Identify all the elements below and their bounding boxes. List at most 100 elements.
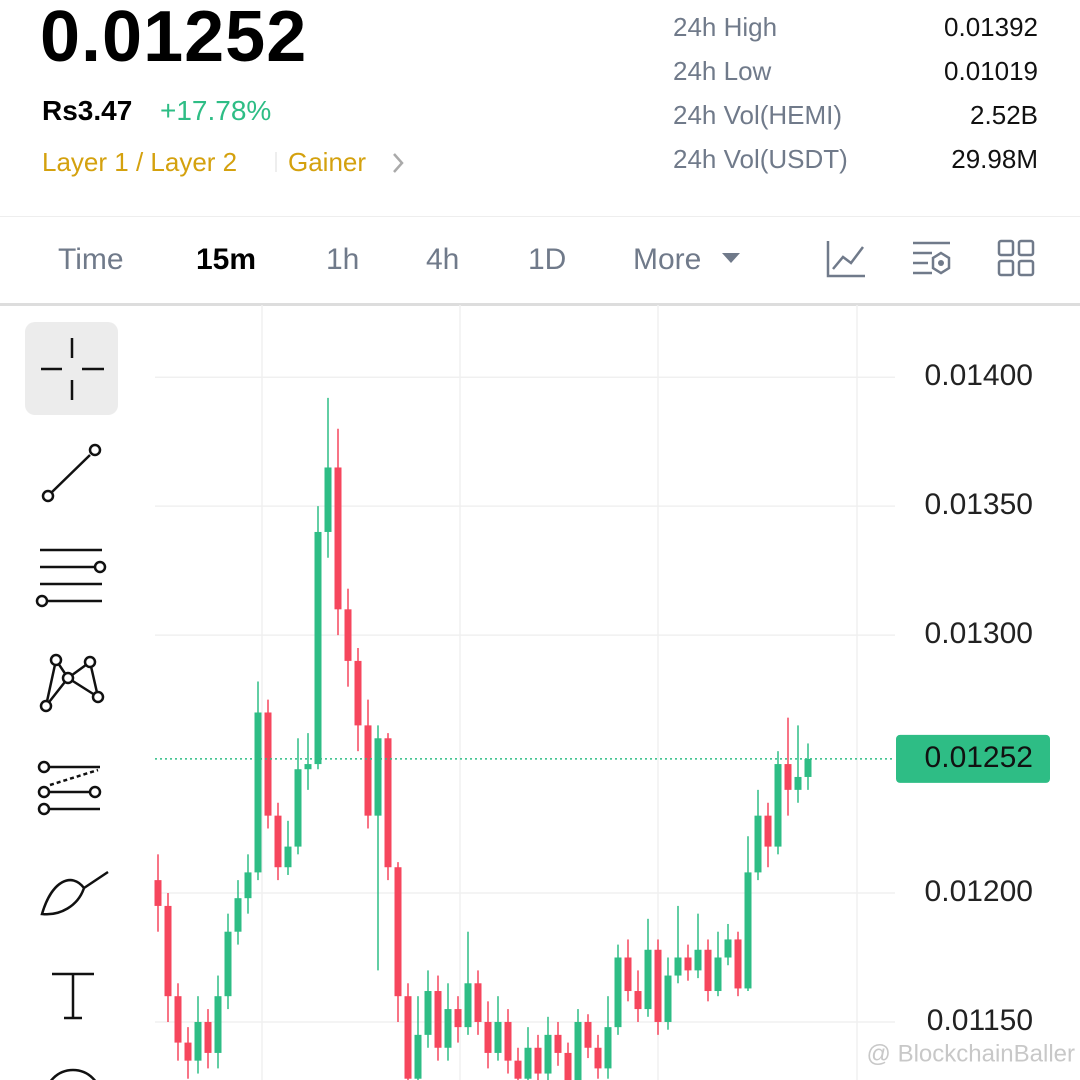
candle-body xyxy=(424,991,432,1035)
candle-body xyxy=(584,1021,592,1048)
candle-body xyxy=(174,996,182,1043)
stat-label: 24h Low xyxy=(673,56,772,86)
fiat-price: Rs3.47 xyxy=(42,95,133,126)
y-tick-label: 0.01400 xyxy=(925,359,1033,392)
candle-body xyxy=(474,983,482,1022)
candle-body xyxy=(224,931,232,997)
candle-body xyxy=(784,764,792,790)
candle-body xyxy=(354,660,362,726)
settings-icon[interactable] xyxy=(910,239,954,279)
candle-body xyxy=(284,846,292,868)
line-tool[interactable] xyxy=(41,443,102,503)
candle-body xyxy=(444,1009,452,1048)
last-price-label: 0.01252 xyxy=(925,741,1033,774)
price: 0.01252 xyxy=(40,0,308,77)
more-tool[interactable] xyxy=(45,1068,101,1080)
candle-body xyxy=(384,738,392,868)
stat-value: 2.52B xyxy=(970,100,1038,130)
candle-body xyxy=(704,949,712,992)
candle-body xyxy=(744,872,752,989)
tab[interactable]: 4h xyxy=(426,243,460,276)
pattern-tool[interactable] xyxy=(39,653,105,713)
candle-body xyxy=(314,531,322,765)
stat-value: 0.01392 xyxy=(944,12,1038,42)
fib-tool[interactable] xyxy=(37,760,102,816)
candle-body xyxy=(484,1021,492,1053)
tab[interactable]: 15m xyxy=(196,243,257,276)
y-tick-label: 0.01350 xyxy=(925,488,1033,521)
tab[interactable]: Time xyxy=(58,243,124,276)
stat-value: 0.01019 xyxy=(944,56,1038,86)
candle-body xyxy=(754,815,762,873)
candle-body xyxy=(414,1034,422,1079)
candle-body xyxy=(264,712,272,816)
tool-active-bg xyxy=(25,322,118,415)
candle-body xyxy=(164,905,172,997)
candle-body xyxy=(324,467,332,532)
candle-body xyxy=(594,1047,602,1069)
candle-body xyxy=(664,975,672,1022)
candle-body xyxy=(234,898,242,932)
candle-body xyxy=(454,1009,462,1028)
candle-body xyxy=(544,1034,552,1074)
vertical-grid xyxy=(261,305,858,1080)
candle-body xyxy=(204,1021,212,1053)
candle-body xyxy=(564,1052,572,1080)
candle-body xyxy=(374,738,382,816)
tab-bar: Time 15m 1h 4h 1D More xyxy=(0,216,1080,306)
candle-body xyxy=(334,467,342,610)
y-tick-label: 0.01300 xyxy=(925,617,1033,650)
candle-body xyxy=(254,712,262,873)
candle-body xyxy=(404,996,412,1079)
candle-body xyxy=(504,1021,512,1061)
candle-body xyxy=(214,996,222,1053)
candle-body xyxy=(244,872,252,899)
candle-body xyxy=(554,1034,562,1053)
chevron[interactable] xyxy=(390,150,406,176)
candle-body xyxy=(494,1021,502,1053)
indicator-icon[interactable] xyxy=(825,239,867,279)
candle-body xyxy=(764,815,772,847)
candle-body xyxy=(434,991,442,1048)
candle-body xyxy=(614,957,622,1028)
candle-body xyxy=(524,1047,532,1079)
stat-label: 24h Vol(HEMI) xyxy=(673,100,843,130)
candle-body xyxy=(294,769,302,847)
stat-value: 29.98M xyxy=(951,144,1038,174)
layout-icon[interactable] xyxy=(997,239,1037,279)
candle-body xyxy=(514,1060,522,1079)
candle-body xyxy=(654,949,662,1022)
candle-body xyxy=(734,939,742,989)
tag[interactable]: Gainer xyxy=(288,147,367,177)
candle-body xyxy=(464,983,472,1028)
dropdown-arrow[interactable] xyxy=(720,251,742,267)
candle-body xyxy=(674,957,682,976)
candle-body xyxy=(714,957,722,992)
tab[interactable]: 1D xyxy=(528,243,567,276)
change: +17.78% xyxy=(160,95,272,126)
tab[interactable]: More xyxy=(633,243,702,276)
candle-body xyxy=(304,764,312,770)
tab[interactable]: 1h xyxy=(326,243,360,276)
candle-body xyxy=(724,939,732,958)
watermark: @ BlockchainBaller xyxy=(867,1040,1075,1067)
candle-body xyxy=(274,815,282,868)
text-tool[interactable] xyxy=(52,972,94,1020)
divider xyxy=(275,152,277,172)
candle-body xyxy=(644,949,652,1010)
candle-body xyxy=(634,991,642,1010)
candle-body xyxy=(154,880,162,906)
tag[interactable]: Layer 1 / Layer 2 xyxy=(42,147,238,177)
brush-tool[interactable] xyxy=(40,870,109,916)
candle-body xyxy=(184,1042,192,1061)
candle-body xyxy=(694,949,702,971)
parallel-tool[interactable] xyxy=(35,548,107,608)
candle-body xyxy=(804,758,812,777)
candle-body xyxy=(364,725,372,816)
stat-label: 24h Vol(USDT) xyxy=(673,144,848,174)
candle-body xyxy=(574,1021,582,1080)
candle-body xyxy=(794,776,802,790)
crosshair-tool[interactable] xyxy=(41,338,104,400)
last-price-box xyxy=(896,734,1050,783)
